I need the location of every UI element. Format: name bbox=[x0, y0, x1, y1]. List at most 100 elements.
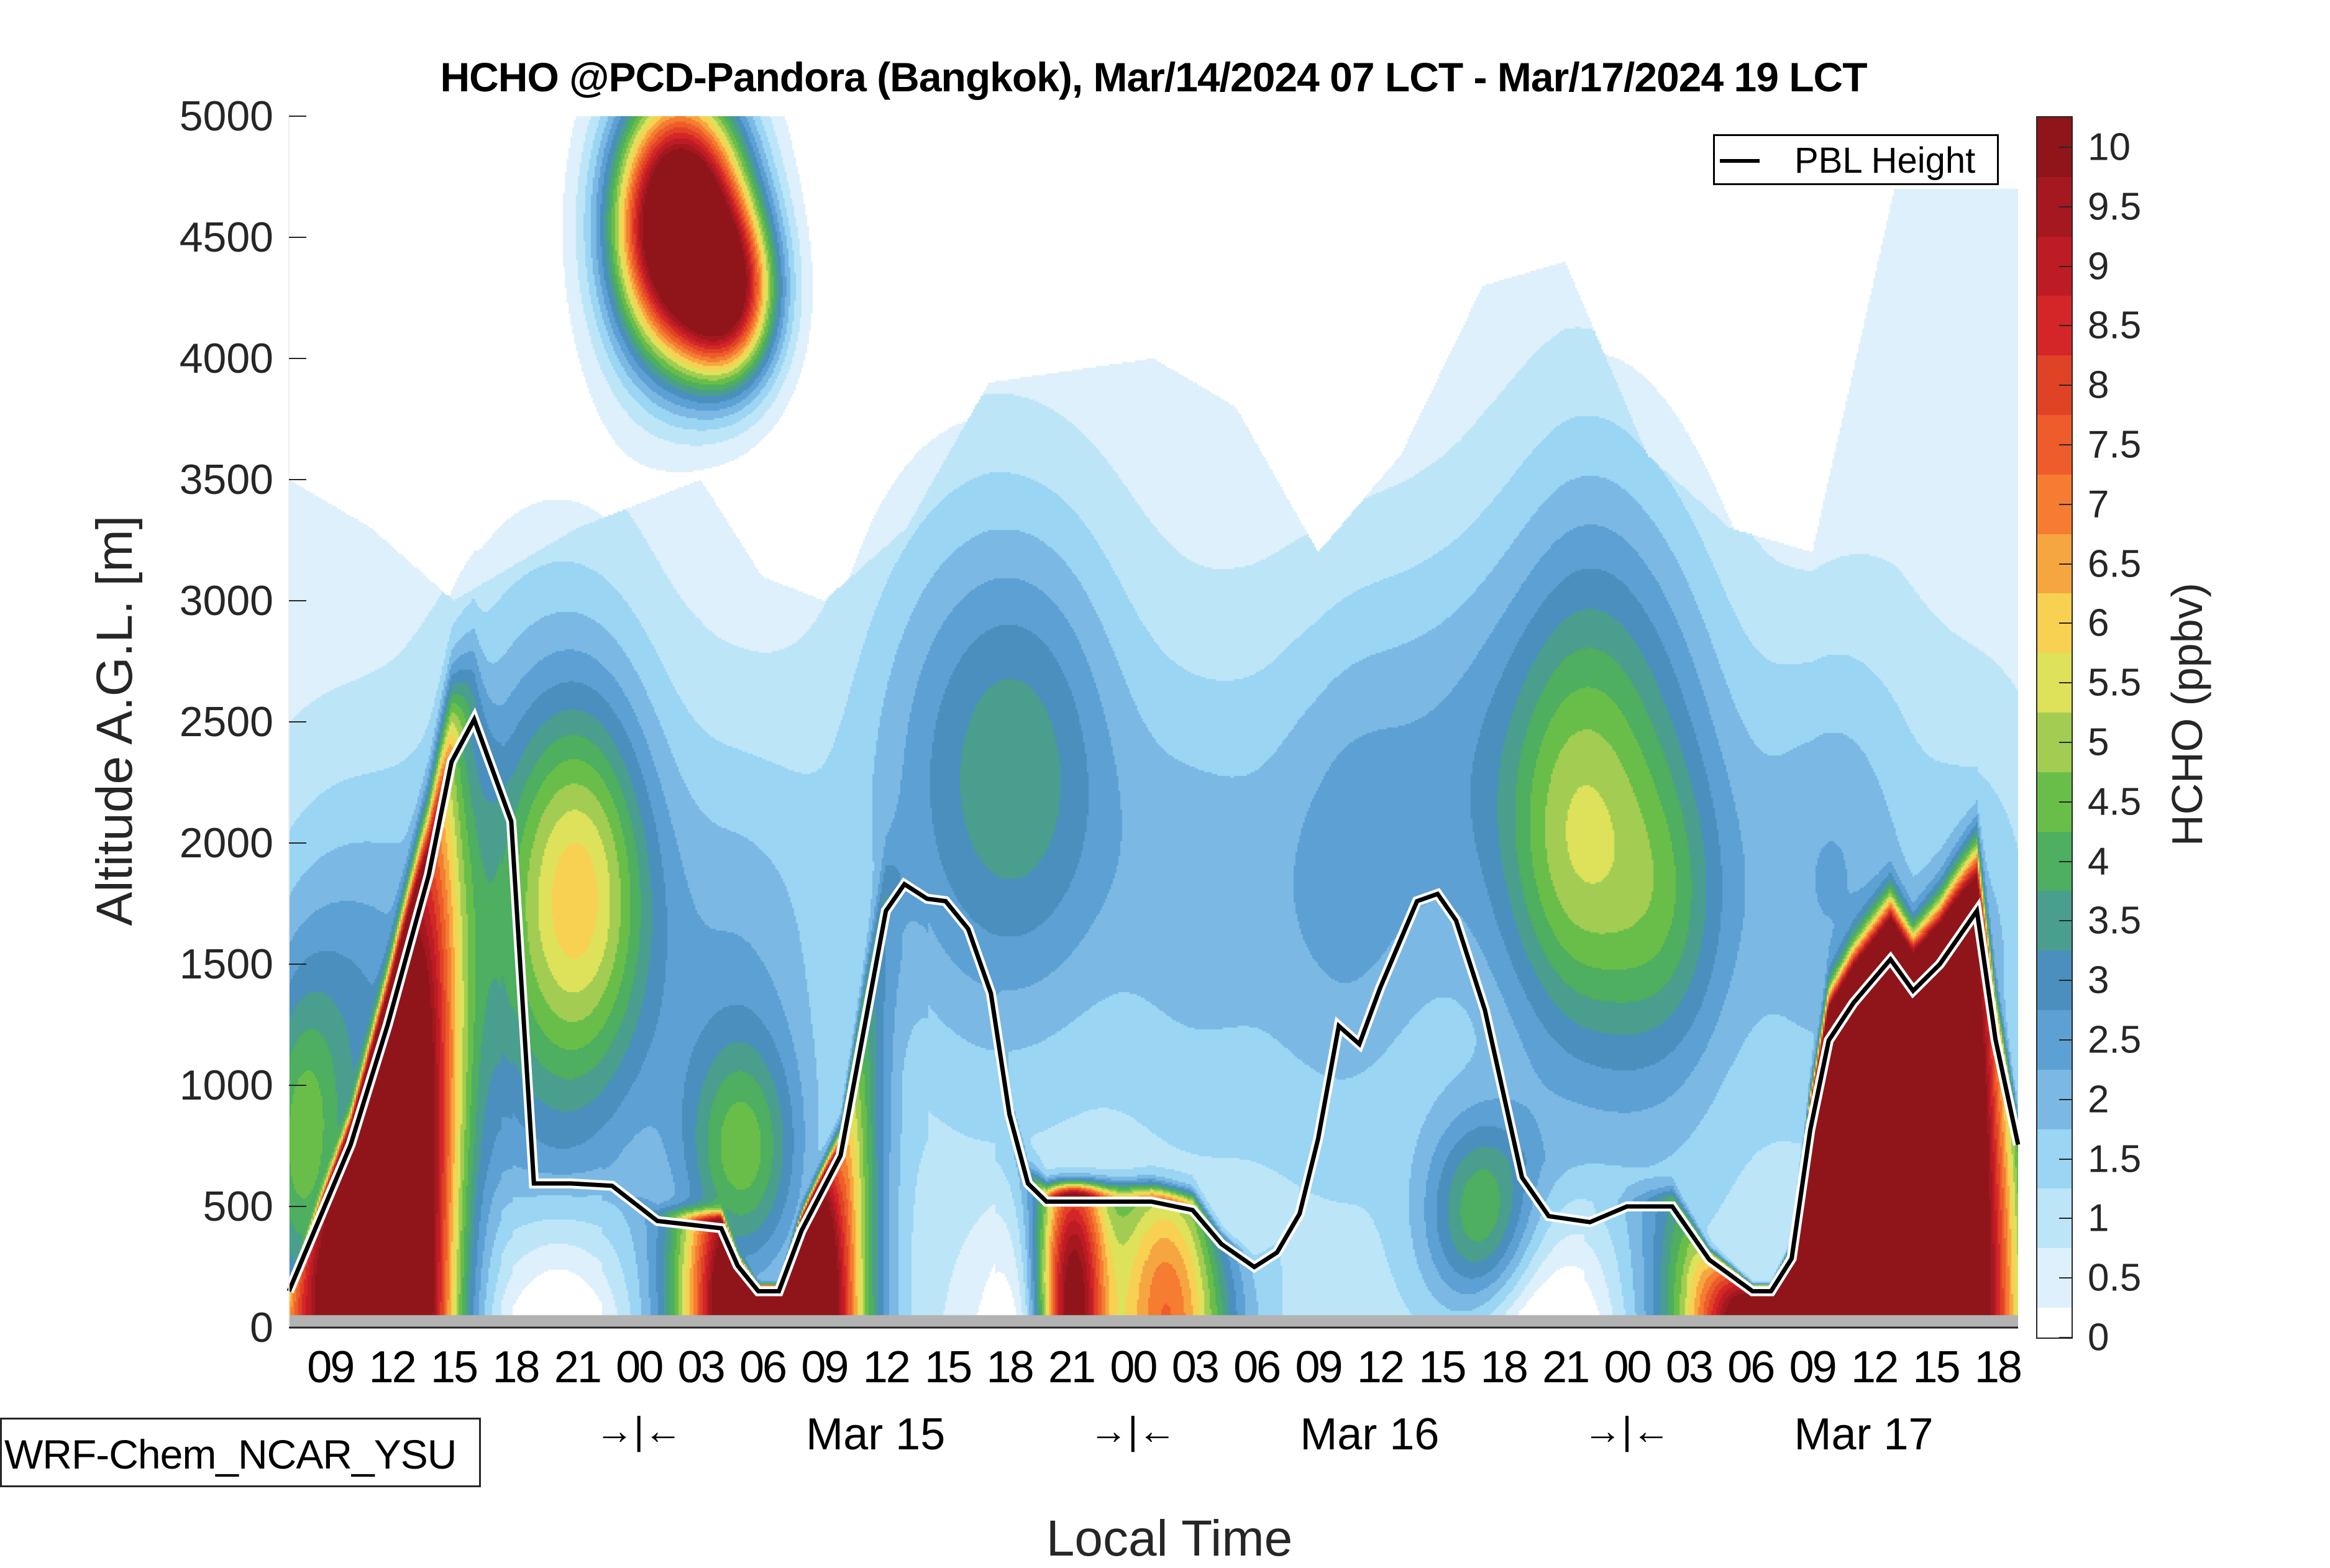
pbl-height-series bbox=[289, 719, 2018, 1292]
x-tick-label: 15 bbox=[431, 1342, 477, 1393]
colorbar-tick-label: 0.5 bbox=[2088, 1256, 2141, 1300]
colorbar-tick-label: 9 bbox=[2088, 244, 2109, 288]
colorbar-tick-mark bbox=[2059, 980, 2072, 981]
x-tick-label: 15 bbox=[1419, 1342, 1464, 1393]
x-tick-label: 12 bbox=[863, 1342, 909, 1393]
x-tick-label: 18 bbox=[987, 1342, 1033, 1393]
y-tick-label: 0 bbox=[250, 1303, 273, 1352]
colorbar-tick-label: 2.5 bbox=[2088, 1018, 2141, 1062]
y-axis-label: Altitude A.G.L. [m] bbox=[86, 516, 144, 926]
colorbar-tick-label: 7 bbox=[2088, 482, 2109, 526]
colorbar-tick-mark bbox=[2059, 1039, 2072, 1041]
x-tick-label: 03 bbox=[1666, 1342, 1712, 1393]
colorbar-tick-mark bbox=[2059, 920, 2072, 921]
x-tick-label: 03 bbox=[1172, 1342, 1218, 1393]
x-tick-label: 03 bbox=[678, 1342, 724, 1393]
colorbar-tick-label: 1 bbox=[2088, 1197, 2109, 1241]
x-tick-label: 18 bbox=[1481, 1342, 1527, 1393]
x-tick-label: 12 bbox=[1357, 1342, 1403, 1393]
model-label-box: WRF-Chem_NCAR_YSU bbox=[0, 1418, 481, 1487]
colorbar-tick-label: 8.5 bbox=[2088, 304, 2141, 348]
colorbar-tick-mark bbox=[2059, 861, 2072, 862]
x-tick-label: 09 bbox=[307, 1342, 353, 1393]
x-tick-label: 21 bbox=[1048, 1342, 1094, 1393]
legend: PBL Height bbox=[1713, 134, 1999, 185]
colorbar-segment bbox=[2037, 1308, 2072, 1338]
x-tick-label: 00 bbox=[616, 1342, 662, 1393]
colorbar-tick-label: 8 bbox=[2088, 363, 2109, 408]
colorbar-tick-label: 3.5 bbox=[2088, 899, 2141, 943]
day-separator: →|← bbox=[1089, 1409, 1176, 1453]
colorbar-tick-mark bbox=[2059, 325, 2072, 326]
colorbar-tick-mark bbox=[2059, 1218, 2072, 1219]
x-tick-label: 06 bbox=[739, 1342, 785, 1393]
colorbar-tick-mark bbox=[2059, 1159, 2072, 1160]
colorbar-tick-label: 4.5 bbox=[2088, 780, 2141, 824]
colorbar-tick-label: 3 bbox=[2088, 959, 2109, 1003]
y-tick-label: 3500 bbox=[180, 455, 273, 504]
y-tick-label: 1500 bbox=[180, 940, 273, 988]
y-tick-label: 500 bbox=[203, 1182, 273, 1231]
colorbar-tick-label: 0 bbox=[2088, 1316, 2109, 1360]
colorbar-tick-mark bbox=[2059, 622, 2072, 624]
colorbar-title: HCHO (ppbv) bbox=[2162, 583, 2212, 846]
colorbar-tick-mark bbox=[2059, 266, 2072, 267]
x-tick-label: 09 bbox=[801, 1342, 847, 1393]
day-separator: →|← bbox=[1583, 1409, 1670, 1453]
x-tick-label: 00 bbox=[1110, 1342, 1156, 1393]
x-tick-label: 15 bbox=[1912, 1342, 1958, 1393]
day-separator: →|← bbox=[595, 1409, 682, 1453]
y-tick-label: 2500 bbox=[180, 698, 273, 746]
x-tick-label: 00 bbox=[1604, 1342, 1650, 1393]
colorbar-tick-label: 7.5 bbox=[2088, 422, 2141, 467]
colorbar-tick-mark bbox=[2059, 444, 2072, 445]
x-tick-label: 18 bbox=[492, 1342, 538, 1393]
legend-label: PBL Height bbox=[1794, 140, 1975, 181]
y-tick-label: 1000 bbox=[180, 1061, 273, 1110]
day-label: Mar 16 bbox=[1300, 1409, 1439, 1460]
x-tick-label: 21 bbox=[1542, 1342, 1588, 1393]
x-tick-label: 12 bbox=[1851, 1342, 1897, 1393]
colorbar-tick-mark bbox=[2059, 563, 2072, 565]
colorbar bbox=[2036, 116, 2073, 1339]
pbl-height-halo bbox=[289, 719, 2018, 1291]
x-axis-label: Local Time bbox=[1046, 1510, 1293, 1568]
x-tick-label: 06 bbox=[1233, 1342, 1279, 1393]
x-tick-label: 18 bbox=[1975, 1342, 2021, 1393]
colorbar-tick-mark bbox=[2059, 742, 2072, 743]
colorbar-tick-label: 6 bbox=[2088, 601, 2109, 645]
colorbar-tick-mark bbox=[2059, 206, 2072, 207]
day-label: Mar 15 bbox=[806, 1409, 945, 1460]
colorbar-tick-label: 2 bbox=[2088, 1077, 2109, 1121]
day-label: Mar 17 bbox=[1794, 1409, 1933, 1460]
y-tick-label: 4500 bbox=[180, 213, 273, 262]
colorbar-tick-mark bbox=[2059, 385, 2072, 386]
y-tick-label: 2000 bbox=[180, 819, 273, 867]
model-label: WRF-Chem_NCAR_YSU bbox=[4, 1431, 456, 1478]
axes bbox=[289, 116, 2018, 1328]
x-tick-label: 09 bbox=[1789, 1342, 1835, 1393]
x-tick-label: 09 bbox=[1295, 1342, 1341, 1393]
x-tick-label: 06 bbox=[1727, 1342, 1773, 1393]
x-tick-label: 15 bbox=[925, 1342, 971, 1393]
colorbar-tick-mark bbox=[2059, 147, 2072, 148]
y-tick-label: 3000 bbox=[180, 577, 273, 625]
colorbar-tick-mark bbox=[2059, 1337, 2072, 1338]
x-tick-label: 12 bbox=[369, 1342, 415, 1393]
legend-line-swatch bbox=[1720, 159, 1760, 163]
colorbar-tick-label: 5.5 bbox=[2088, 661, 2141, 705]
y-tick-label: 5000 bbox=[180, 92, 273, 140]
y-tick-label: 4000 bbox=[180, 334, 273, 383]
colorbar-tick-label: 10 bbox=[2088, 125, 2131, 169]
colorbar-tick-mark bbox=[2059, 504, 2072, 505]
colorbar-tick-label: 5 bbox=[2088, 720, 2109, 764]
x-tick-label: 21 bbox=[554, 1342, 600, 1393]
colorbar-tick-label: 6.5 bbox=[2088, 542, 2141, 586]
colorbar-tick-mark bbox=[2059, 801, 2072, 803]
colorbar-tick-label: 4 bbox=[2088, 839, 2109, 883]
colorbar-tick-label: 9.5 bbox=[2088, 185, 2141, 229]
colorbar-tick-label: 1.5 bbox=[2088, 1137, 2141, 1181]
colorbar-tick-mark bbox=[2059, 682, 2072, 683]
colorbar-tick-mark bbox=[2059, 1277, 2072, 1279]
